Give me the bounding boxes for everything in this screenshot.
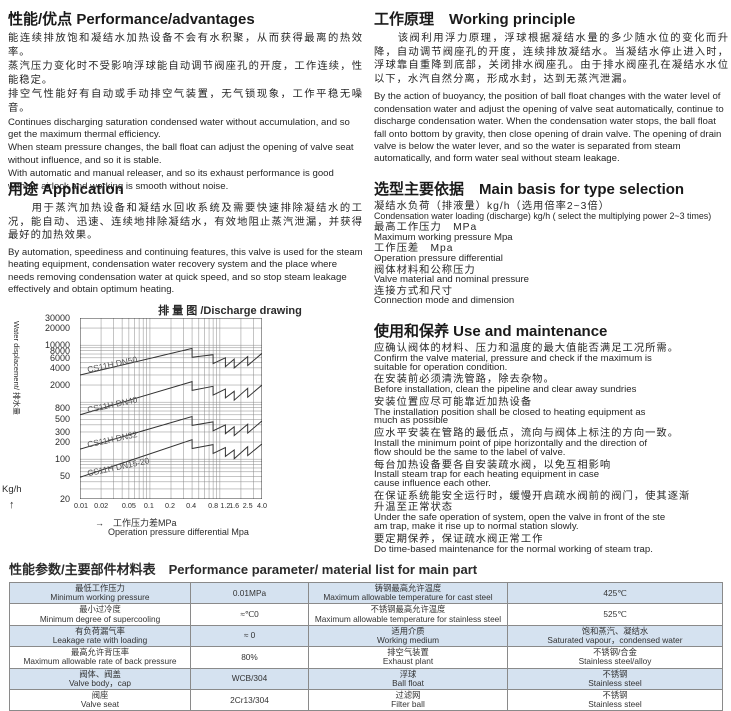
svg-text:CS11H DN50: CS11H DN50 <box>86 354 138 374</box>
svg-text:CS11H DN15-20: CS11H DN15-20 <box>86 455 150 478</box>
svg-text:CS11H DN40: CS11H DN40 <box>86 394 138 414</box>
